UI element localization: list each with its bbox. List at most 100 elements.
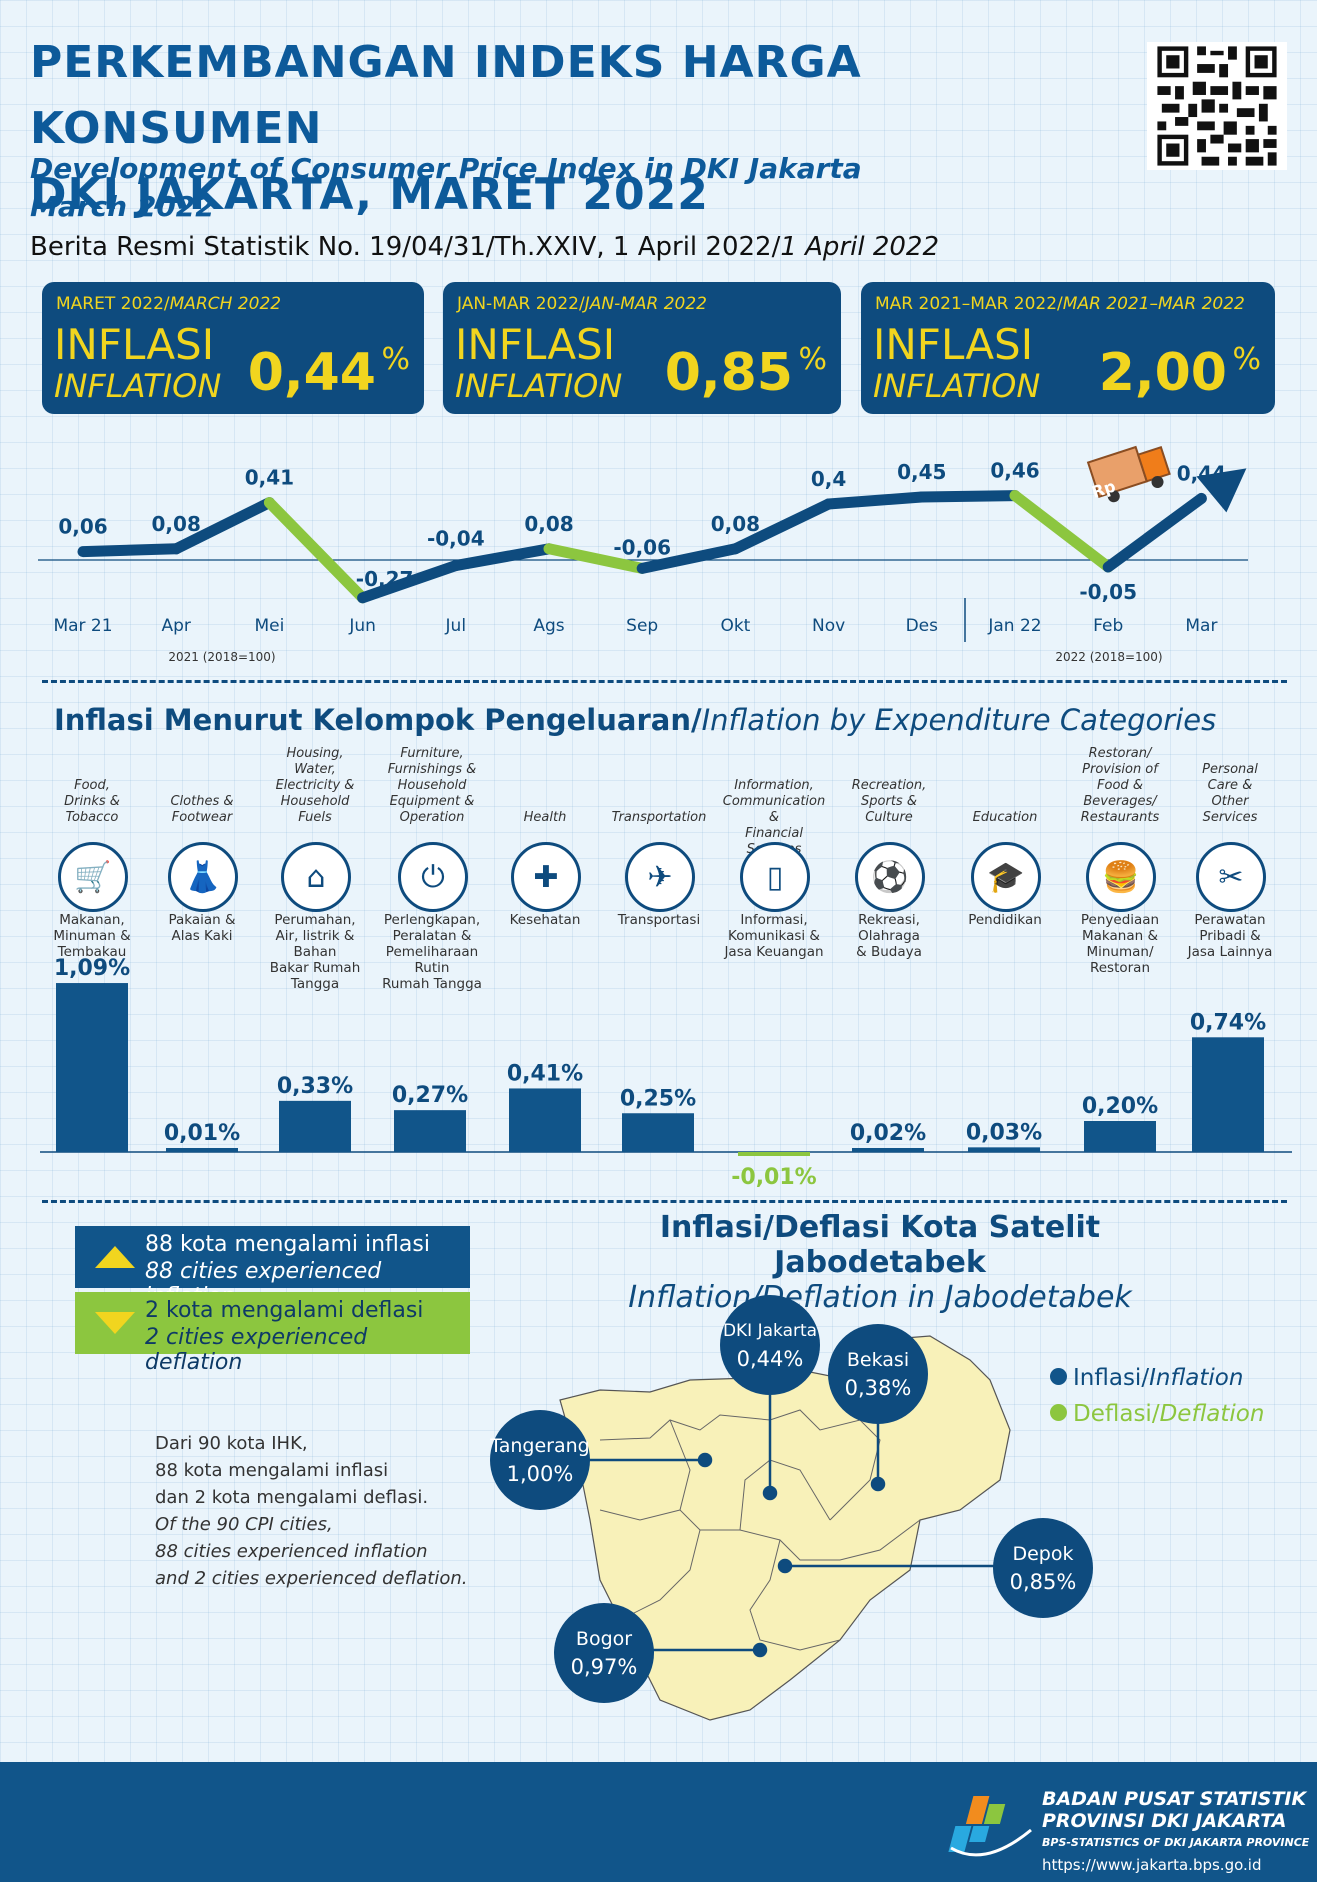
category-label-en: Food, Drinks & Tobacco (40, 778, 144, 826)
bar-data-label: 0,74% (1190, 1010, 1266, 1035)
city-bubble-bekasi[interactable]: Bekasi 0,38% (828, 1324, 928, 1424)
bar-data-label: 0,20% (1082, 1094, 1158, 1119)
category-label-id-line: Minuman & (53, 928, 131, 944)
category-label-id-line: Penyediaan (1080, 912, 1160, 928)
line-segment (1102, 492, 1207, 573)
legend-deflation-id: 2 kota mengalami deflasi (145, 1298, 424, 1323)
category-label-en: Furniture, Furnishings & Household Equipmen… (380, 746, 484, 826)
box-period: MAR 2021–MAR 2022/MAR 2021–MAR 2022 (875, 294, 1245, 314)
line-data-label: -0,27 (356, 567, 414, 591)
dot-icon (1050, 1404, 1067, 1421)
page-subtitle: Development of Consumer Price Index in D… (30, 150, 862, 226)
line-data-label: -0,06 (613, 535, 671, 559)
category-label-en-line: Water, (294, 762, 336, 777)
box-ytd-inflation: JAN-MAR 2022/JAN-MAR 2022 INFLASI INFLAT… (443, 282, 841, 414)
line-data-label: 0,08 (711, 512, 760, 536)
category-label-id-line: Air, listrik & (275, 928, 355, 944)
category-label-en-line: Operation (399, 810, 465, 825)
category-label-id: Transportasi (607, 912, 711, 928)
summary-line: Dari 90 kota IHK, (155, 1433, 308, 1454)
category-label-id-line: Perlengkapan, (383, 912, 481, 928)
x-tick-label: Ags (533, 616, 564, 636)
bar (852, 1148, 924, 1152)
category-label-id-line: Jasa Lainnya (1187, 944, 1273, 960)
category-label-id: Perawatan Pribadi & Jasa Lainnya (1178, 912, 1282, 960)
category-label-en-line: Transportation (611, 810, 707, 825)
category-label-id-line: Rumah Tangga (382, 976, 482, 992)
house-icon: ⌂ (281, 842, 351, 912)
bar-data-label: 0,27% (392, 1083, 468, 1108)
category-label-id-line: Pribadi & (1199, 928, 1261, 944)
category-label-en-line: Education (972, 810, 1038, 825)
box-label: INFLASI (873, 320, 1034, 369)
box-period-en: MAR 2021–MAR 2022 (1062, 294, 1245, 314)
dot-icon (1050, 1368, 1067, 1385)
release-text: Berita Resmi Statistik No. 19/04/31/Th.X… (30, 232, 781, 262)
category-label-id-line: Bahan (293, 944, 337, 960)
city-bubble-depok[interactable]: Depok 0,85% (993, 1518, 1093, 1618)
bar-data-label: 0,33% (277, 1074, 353, 1099)
map-title-en: Inflation/Deflation in Jabodetabek (628, 1280, 1132, 1315)
bar-data-label: 0,41% (507, 1061, 583, 1086)
box-period: JAN-MAR 2022/JAN-MAR 2022 (457, 294, 707, 314)
box-label: INFLASI (54, 320, 215, 369)
city-value: 0,44% (736, 1347, 804, 1371)
football-player-icon: ⚽ (855, 842, 925, 912)
category-label-id-line: Minuman/ (1086, 944, 1154, 960)
category-label-id-line: Olahraga (858, 928, 920, 944)
city-bubble-dki-jakarta[interactable]: DKI Jakarta 0,44% (720, 1295, 820, 1395)
x-tick-label: Okt (720, 616, 750, 636)
map-legend: Inflasi/Inflation Deflasi/Deflation (1050, 1360, 1264, 1432)
box-unit: % (1232, 342, 1261, 377)
box-period-id: MAR 2021–MAR 2022/ (875, 294, 1063, 314)
org-name-2: PROVINSI DKI JAKARTA (1042, 1810, 1287, 1832)
box-period-en: MARCH 2022 (169, 294, 282, 314)
category-label-en-line: Footwear (171, 810, 233, 825)
summary-line-en: 88 cities experienced inflation (155, 1541, 428, 1562)
category-label-id-line: Perawatan (1194, 912, 1266, 928)
box-label-en: INFLATION (455, 367, 623, 405)
map-title: Inflasi/Deflasi Kota Satelit Jabodetabek… (560, 1210, 1200, 1315)
box-unit: % (798, 342, 827, 377)
bar (509, 1088, 581, 1152)
category-label-id-line: Bakar Rumah (269, 960, 361, 976)
line-data-label: 0,08 (152, 512, 201, 536)
categories-title: Inflasi Menurut Kelompok Pengeluaran/Inf… (54, 703, 1216, 737)
line-segment (263, 497, 369, 604)
dress-icon: 👗 (168, 842, 238, 912)
bar (394, 1110, 466, 1152)
release-date-en: 1 April 2022 (780, 232, 940, 262)
bar (968, 1147, 1040, 1152)
phone-icon: ▯ (740, 842, 810, 912)
category-label-en-line: Communication & (722, 794, 826, 825)
city-bubble-bogor[interactable]: Bogor 0,97% (554, 1603, 654, 1703)
category-label-id: Pendidikan (953, 912, 1057, 928)
arrow-up-icon (95, 1246, 135, 1268)
legend-deflasi-label: Deflasi/ (1073, 1401, 1160, 1427)
bar-data-label: 0,25% (620, 1086, 696, 1111)
summary-line: dan 2 kota mengalami deflasi. (155, 1487, 429, 1508)
bps-logo-icon (948, 1796, 1032, 1857)
food-basket-icon: 🛒 (58, 842, 128, 912)
line-segment (636, 543, 741, 574)
category-label-en: Education (953, 810, 1057, 826)
category-label-id-line: Pemeliharaan (385, 944, 479, 960)
box-value: 2,00 (1098, 343, 1227, 403)
org-name-en: BPS-STATISTICS OF DKI JAKARTA PROVINCE (1042, 1836, 1310, 1849)
graduation-cap-icon: 🎓 (971, 842, 1041, 912)
category-label-id-line: Pendidikan (968, 912, 1042, 928)
x-tick-label: Mar 21 (53, 616, 112, 636)
category-label-en-line: Health (523, 810, 567, 825)
category-label-id-line: Alas Kaki (171, 928, 233, 944)
box-period-id: MARET 2022/ (56, 294, 170, 314)
category-label-id: Perlengkapan, Peralatan & Pemeliharaan Ruti… (380, 912, 484, 992)
city-bubble-tangerang[interactable]: Tangerang 1,00% (490, 1410, 590, 1510)
line-data-label: -0,05 (1079, 580, 1137, 604)
category-label-en-line: Culture (865, 810, 913, 825)
qr-code-icon[interactable] (1147, 42, 1287, 170)
category-label-en-line: Tobacco (65, 810, 119, 825)
title-line-2: DKI JAKARTA, MARET 2022 (30, 169, 709, 220)
summary-line: 88 kota mengalami inflasi (155, 1460, 389, 1481)
category-label-id-line: Komunikasi & (728, 928, 820, 944)
org-url[interactable]: https://www.jakarta.bps.go.id (1042, 1856, 1262, 1874)
